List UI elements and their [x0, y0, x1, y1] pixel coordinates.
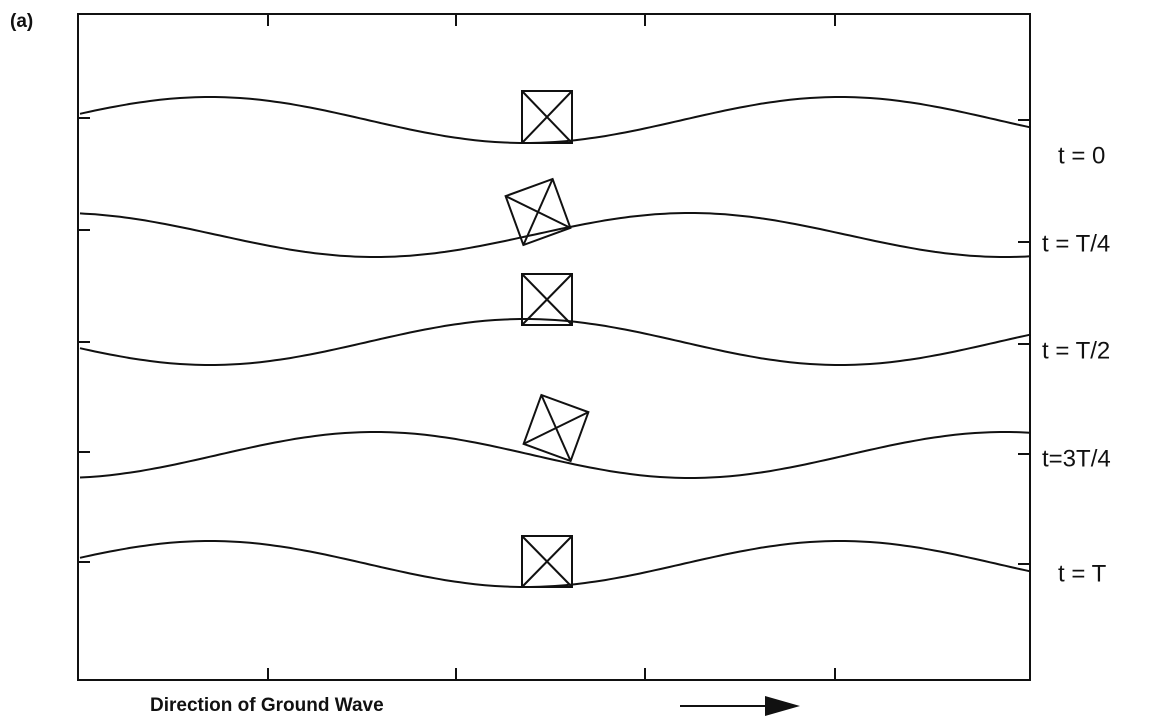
ground-wave [80, 97, 1030, 143]
block [522, 536, 572, 587]
time-label: t = T [1058, 560, 1107, 587]
block [506, 179, 571, 245]
time-label: t=3T/4 [1042, 445, 1111, 472]
block [522, 91, 572, 143]
block [522, 274, 572, 325]
block [524, 395, 589, 461]
time-label: t = 0 [1058, 142, 1105, 169]
time-label: t = T/2 [1042, 337, 1110, 364]
caption: Direction of Ground Wave [150, 695, 384, 716]
time-label: t = T/4 [1042, 230, 1110, 257]
panel-label: (a) [10, 11, 33, 32]
arrow-head [765, 696, 800, 716]
frame [78, 14, 1030, 680]
diagram: (a) t = 0 t = T/4 t = T/2 t=3T/4 t = T D… [0, 0, 1176, 723]
ground-wave [80, 541, 1030, 587]
